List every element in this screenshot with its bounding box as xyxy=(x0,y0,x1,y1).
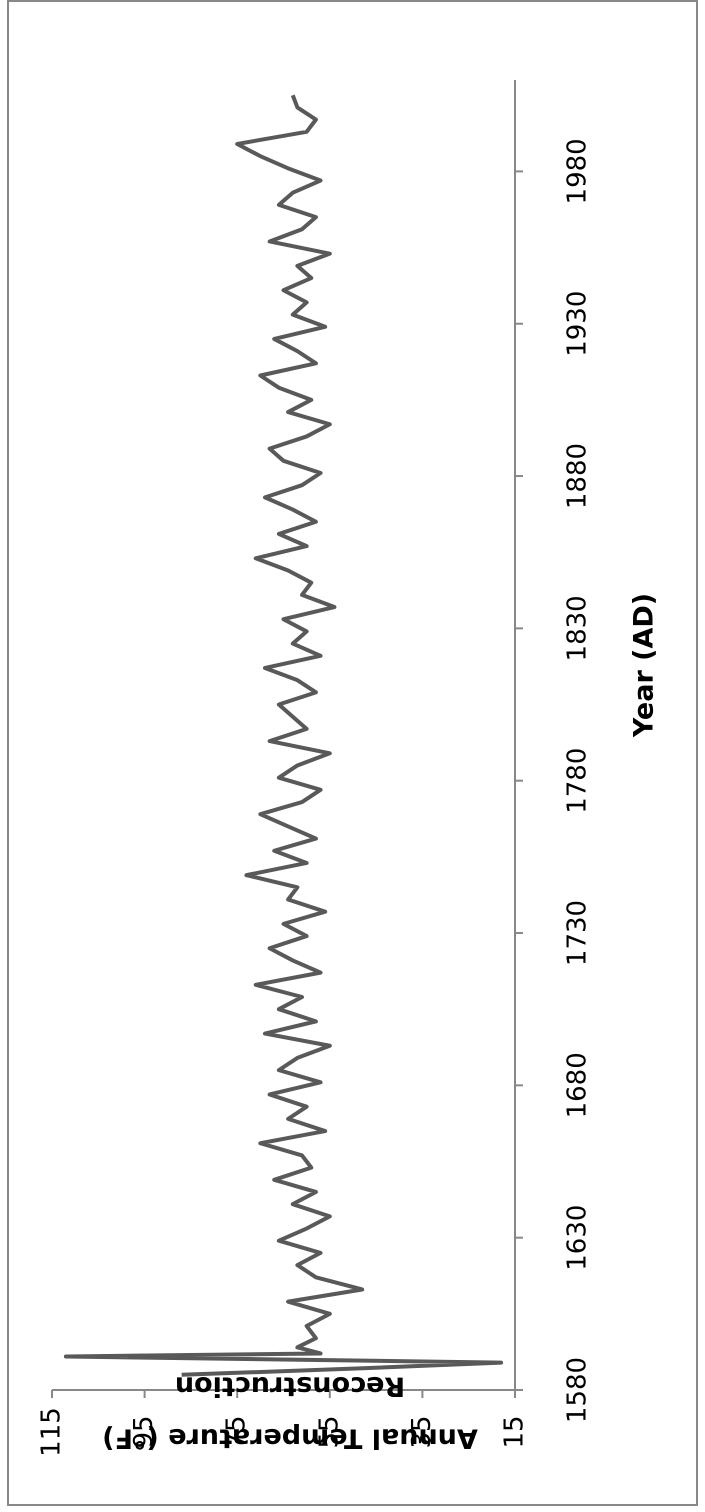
y-tick-label: 15 xyxy=(500,1415,530,1448)
frame xyxy=(7,0,698,1506)
x-tick-label: 1880 xyxy=(563,443,593,509)
y-tick-label: 95 xyxy=(129,1415,159,1448)
x-tick-label: 1580 xyxy=(563,1357,593,1423)
x-tick-label: 1630 xyxy=(563,1205,593,1271)
x-tick-label: 1780 xyxy=(563,748,593,814)
series-line xyxy=(63,94,504,1377)
x-tick-label: 1980 xyxy=(563,138,593,204)
y-axis-title: Reconstruction xyxy=(175,1371,405,1402)
y-tick-label: 75 xyxy=(222,1415,252,1448)
y-tick-label: 35 xyxy=(407,1415,437,1448)
x-tick-label: 1930 xyxy=(563,291,593,357)
y-tick-label: 115 xyxy=(37,1407,67,1457)
y-axis-title: Annual Temperature (°F) xyxy=(102,1423,478,1454)
x-tick-label: 1730 xyxy=(563,900,593,966)
y-tick-label: 55 xyxy=(314,1415,344,1448)
x-axis-title: Year (AD) xyxy=(629,593,660,738)
x-tick-label: 1830 xyxy=(563,595,593,661)
x-tick-label: 1680 xyxy=(563,1052,593,1118)
